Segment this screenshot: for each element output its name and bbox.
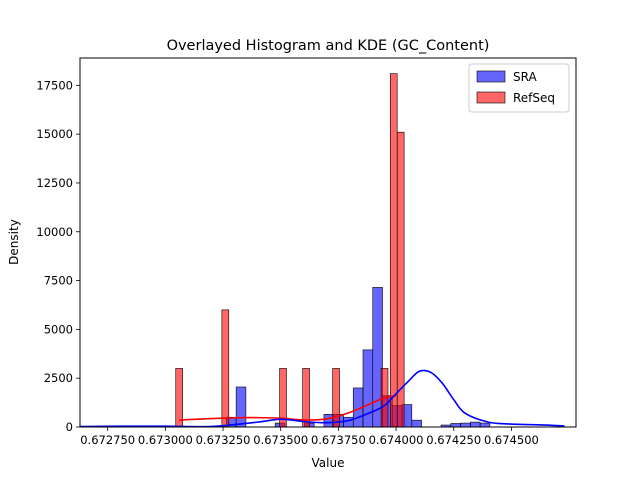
plot-frame [79, 57, 577, 428]
y-axis-label: Density [7, 219, 21, 265]
x-tick-label: 0.674500 [484, 433, 539, 447]
x-tick-label: 0.674250 [426, 433, 481, 447]
x-tick-label: 0.673250 [196, 433, 251, 447]
sra-bar [343, 416, 354, 428]
sra-kde-line [79, 369, 565, 428]
x-tick-label: 0.673750 [311, 433, 366, 447]
x-tick-label: 0.673000 [138, 433, 193, 447]
refseq-bar [332, 368, 340, 428]
y-tick-label: 5000 [44, 322, 73, 336]
sra-bar [323, 414, 335, 428]
sra-bar [235, 386, 247, 428]
x-tick-label: 0.673500 [253, 433, 308, 447]
legend-label-refseq: RefSeq [513, 91, 555, 105]
chart-title: Overlayed Histogram and KDE (GC_Content) [167, 38, 490, 54]
sra-bar [411, 419, 422, 428]
refseq-bar [302, 368, 310, 428]
y-tick-label: 15000 [36, 127, 73, 141]
sra-bar [450, 423, 461, 428]
legend-label-sra: SRA [513, 70, 537, 84]
refseq-kde-line [179, 394, 397, 421]
x-tick-label: 0.672750 [80, 433, 135, 447]
legend-swatch-sra [476, 70, 506, 83]
y-tick-label: 12500 [36, 176, 73, 190]
legend-swatch-refseq [476, 91, 506, 104]
y-tick-label: 2500 [44, 371, 73, 385]
y-tick-label: 0 [66, 420, 73, 434]
refseq-bar [389, 73, 398, 428]
refseq-bar [221, 309, 230, 428]
x-axis-label: Value [312, 456, 345, 470]
sra-bar [479, 422, 491, 428]
y-tick-label: 10000 [36, 225, 73, 239]
refseq-bar [175, 368, 183, 428]
sra-bar [470, 421, 481, 428]
x-tick-label: 0.674000 [369, 433, 424, 447]
y-tick-label: 7500 [44, 274, 73, 288]
y-tick-label: 17500 [36, 78, 73, 92]
sra-bar [460, 422, 471, 428]
axes: 0.672750 0.673000 0.673250 0.673500 0.673750… [36, 78, 538, 447]
legend: SRA RefSeq [468, 63, 570, 113]
refseq-bar [396, 131, 405, 428]
